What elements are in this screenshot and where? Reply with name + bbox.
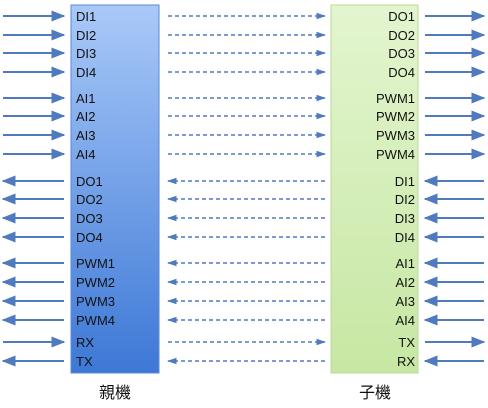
child-signal-label: AI4 (395, 313, 415, 328)
child-signal-label: DI1 (395, 174, 415, 189)
child-signal-label: DO4 (388, 65, 415, 80)
parent-signal-label: AI4 (76, 147, 96, 162)
child-signal-label: DI4 (395, 230, 415, 245)
parent-signal-label: AI2 (76, 109, 96, 124)
parent-caption: 親機 (99, 383, 131, 402)
parent-signal-label: PWM4 (76, 313, 115, 328)
child-signal-label: DI3 (395, 211, 415, 226)
child-signal-label: PWM1 (376, 91, 415, 106)
child-signal-label: TX (398, 335, 415, 350)
parent-signal-label: AI1 (76, 91, 96, 106)
parent-signal-label: TX (76, 354, 93, 369)
parent-signal-label: DO2 (76, 192, 103, 207)
parent-signal-label: PWM2 (76, 275, 115, 290)
child-signal-label: RX (397, 354, 415, 369)
child-signal-label: AI2 (395, 275, 415, 290)
child-signal-label: DO2 (388, 28, 415, 43)
child-block (330, 4, 419, 374)
parent-signal-label: DO1 (76, 174, 103, 189)
child-signal-label: DO1 (388, 9, 415, 24)
parent-signal-label: DI2 (76, 28, 96, 43)
parent-signal-label: AI3 (76, 128, 96, 143)
parent-signal-label: DI3 (76, 46, 96, 61)
child-signal-label: DO3 (388, 46, 415, 61)
parent-signal-label: DI1 (76, 9, 96, 24)
parent-signal-label: RX (76, 335, 94, 350)
child-signal-label: AI1 (395, 256, 415, 271)
parent-signal-label: DI4 (76, 65, 96, 80)
child-caption: 子機 (359, 383, 391, 402)
parent-block (70, 4, 160, 374)
parent-signal-label: DO4 (76, 230, 103, 245)
parent-signal-label: PWM3 (76, 294, 115, 309)
parent-signal-label: DO3 (76, 211, 103, 226)
child-signal-label: DI2 (395, 192, 415, 207)
child-signal-label: AI3 (395, 294, 415, 309)
child-signal-label: PWM3 (376, 128, 415, 143)
child-signal-label: PWM2 (376, 109, 415, 124)
parent-signal-label: PWM1 (76, 256, 115, 271)
child-signal-label: PWM4 (376, 147, 415, 162)
